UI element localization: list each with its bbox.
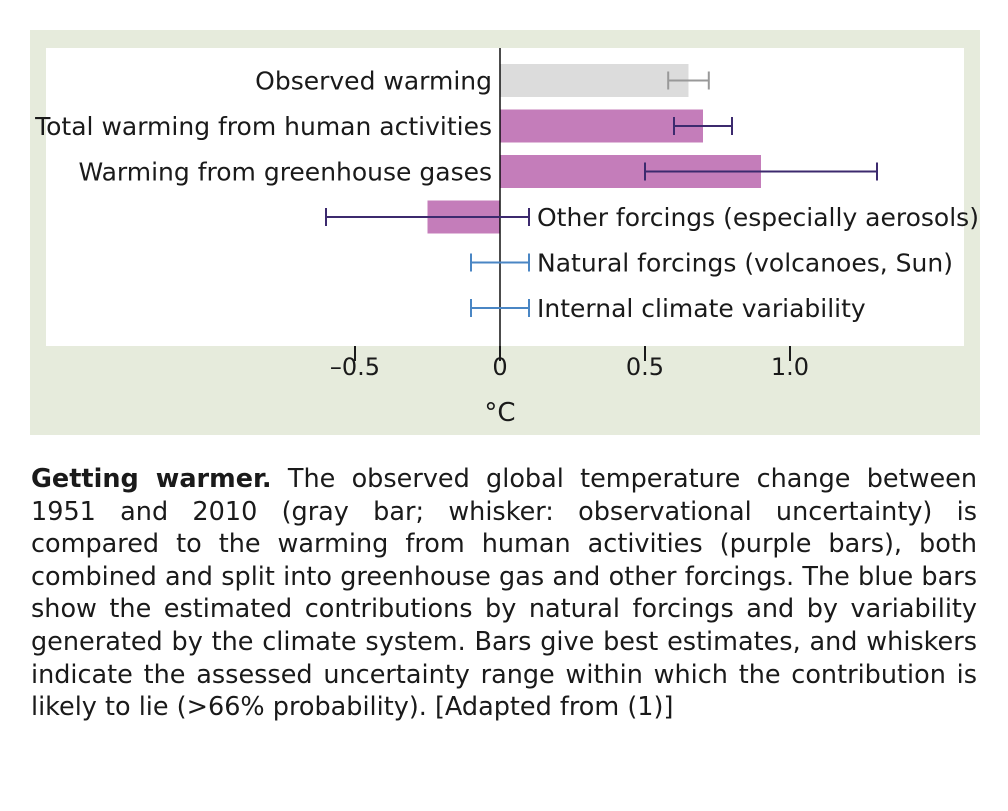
x-tick-label-2: 0.5 [626, 353, 664, 381]
chart-panel: Observed warming Total warming from human… [30, 30, 980, 435]
category-label-1: Total warming from human activities [34, 112, 492, 141]
bar-0 [500, 64, 689, 97]
category-label-3: Other forcings (especially aerosols) [537, 203, 979, 232]
x-tick-label-1: 0 [492, 353, 507, 381]
x-axis-label: °C [484, 398, 515, 428]
figure-caption: Getting warmer. The observed global temp… [31, 463, 977, 724]
category-label-0: Observed warming [255, 67, 492, 96]
x-tick-label-0: –0.5 [330, 353, 380, 381]
category-label-5: Internal climate variability [537, 294, 866, 323]
warming-attribution-chart: Observed warming Total warming from human… [34, 48, 979, 428]
category-label-2: Warming from greenhouse gases [78, 158, 492, 187]
plot-area [46, 48, 964, 346]
caption-lead: Getting warmer. [31, 464, 272, 494]
bar-1 [500, 109, 703, 143]
x-tick-label-3: 1.0 [771, 353, 809, 381]
category-label-4: Natural forcings (volcanoes, Sun) [537, 249, 953, 278]
caption-text: The observed global temperature change b… [31, 464, 977, 723]
